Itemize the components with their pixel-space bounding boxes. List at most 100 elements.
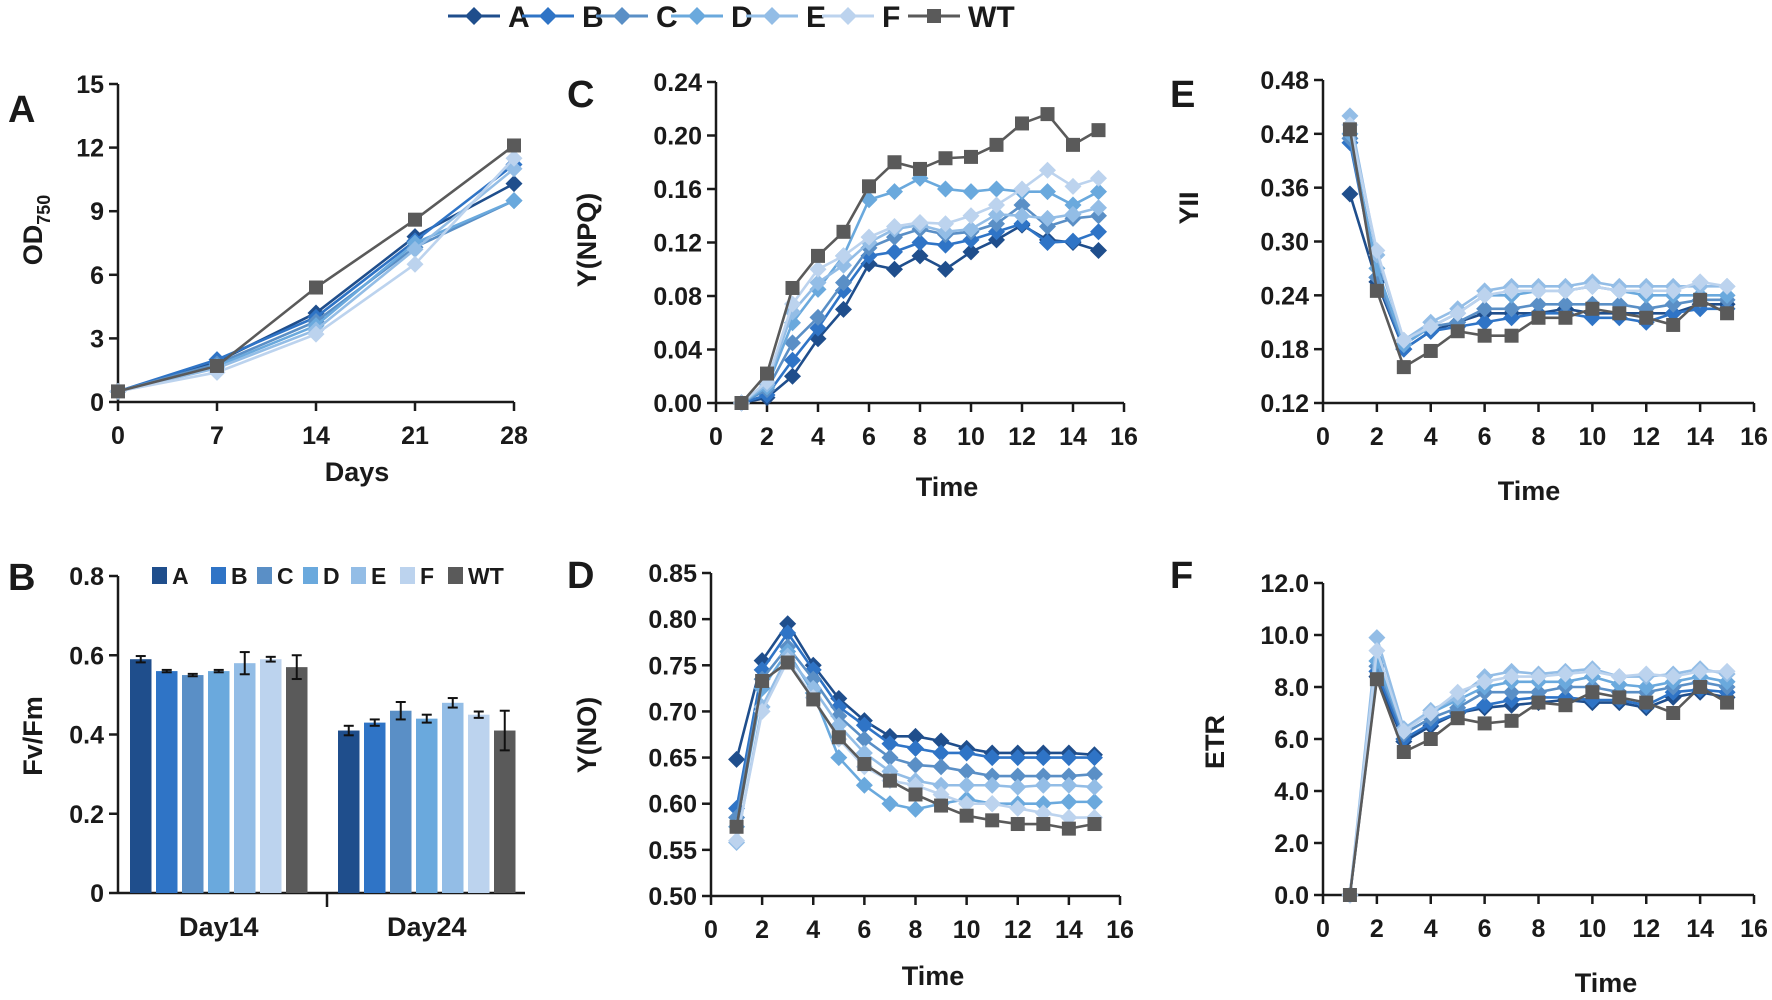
data-point-f: [1718, 662, 1736, 680]
x-tick-label: 21: [401, 422, 429, 450]
x-tick-label: 16: [1740, 915, 1768, 943]
legend-label-a: A: [508, 1, 530, 34]
data-point-wt: [1693, 292, 1708, 307]
x-tick-label: 12: [1008, 423, 1036, 451]
y-tick-label: 0.80: [648, 606, 697, 634]
x-tick-label: 6: [857, 916, 871, 944]
data-point-e: [1060, 776, 1078, 794]
data-point-wt: [959, 808, 974, 823]
panel-c-ynpq-chart: 0.00 0.04 0.08 0.12 0.16 0.20 0.24 0 2 4 6 8 10 12 14 1…: [567, 69, 1138, 502]
data-point-f: [1368, 642, 1386, 660]
y-tick-label: 0.30: [1260, 229, 1309, 257]
legend-label-c: C: [656, 1, 678, 34]
category-label: Day24: [387, 912, 467, 942]
data-point-b: [1503, 309, 1521, 327]
data-point-d: [1034, 795, 1052, 813]
legend-marker-e: [763, 7, 781, 25]
data-point-a: [784, 367, 801, 385]
data-point-c: [907, 756, 924, 774]
panel-d-yno-chart: 0.50 0.55 0.60 0.65 0.70 0.75 0.80 0.85 0 2 4 6 8 10 1…: [567, 555, 1134, 991]
y-tick-label: 12: [76, 135, 104, 163]
data-point-d: [1039, 183, 1056, 201]
bar-legend-swatch-wt: [448, 567, 463, 584]
data-point-wt: [913, 161, 927, 176]
data-point-e: [983, 776, 1001, 794]
data-point-wt: [1396, 360, 1411, 375]
y-tick-label: 0.4: [69, 722, 104, 750]
x-axis-title: Time: [1498, 476, 1561, 506]
y-tick-label: 0.12: [653, 230, 702, 258]
data-point-a: [937, 260, 954, 278]
data-point-d: [937, 180, 954, 198]
x-tick-label: 16: [1110, 423, 1138, 451]
data-point-wt: [755, 673, 770, 688]
legend-marker-f: [839, 7, 857, 25]
y-tick-label: 0.65: [648, 745, 697, 773]
data-point-wt: [1450, 324, 1465, 339]
data-point-wt: [1036, 817, 1051, 832]
data-point-c: [1034, 767, 1052, 785]
data-point-wt: [1369, 283, 1384, 298]
legend-marker-wt: [927, 9, 941, 23]
data-point-wt: [938, 151, 953, 166]
bar-c-day14: [182, 675, 204, 893]
data-point-b: [1085, 749, 1103, 767]
data-point-f: [1718, 277, 1736, 295]
data-point-e: [962, 220, 980, 238]
series-line-f: [117, 157, 515, 393]
data-point-wt: [811, 248, 825, 263]
data-point-c: [1476, 300, 1494, 318]
data-point-f: [1476, 286, 1494, 304]
x-tick-label: 14: [1686, 423, 1714, 451]
data-point-c: [983, 767, 1001, 785]
panel-letter: A: [8, 89, 35, 131]
top-legend: A B C D E F WT: [448, 1, 1015, 34]
y-tick-label: 0.48: [1260, 67, 1309, 95]
data-point-b: [1090, 223, 1107, 241]
data-point-b: [881, 735, 899, 753]
x-tick-label: 6: [862, 423, 876, 451]
data-point-f: [962, 207, 980, 225]
y-tick-label: 9: [90, 198, 104, 226]
data-point-wt: [1061, 821, 1076, 836]
data-point-f: [1637, 282, 1655, 300]
y-axis-title: Fv/Fm: [18, 696, 48, 776]
data-point-f: [809, 260, 827, 278]
y-tick-label: 0.75: [648, 652, 697, 680]
y-tick-label: 0.24: [1260, 282, 1309, 310]
data-point-wt: [1477, 328, 1492, 343]
data-point-wt: [806, 692, 821, 707]
data-point-c: [932, 758, 950, 776]
data-point-b: [779, 624, 797, 642]
bar-b-day14: [156, 671, 178, 893]
data-point-d: [1085, 793, 1103, 811]
panel-letter: B: [8, 557, 35, 599]
y-tick-label: 15: [76, 71, 104, 99]
y-tick-label: 2.0: [1274, 830, 1309, 858]
data-point-wt: [862, 179, 876, 194]
data-point-wt: [1040, 107, 1055, 122]
data-point-d: [1064, 196, 1082, 214]
data-point-d: [988, 180, 1005, 198]
x-tick-label: 4: [1424, 423, 1438, 451]
data-point-wt: [1612, 690, 1627, 705]
data-point-e: [406, 240, 424, 258]
x-tick-label: 10: [1578, 423, 1606, 451]
data-point-c: [881, 749, 899, 767]
data-point-wt: [111, 384, 125, 399]
data-point-f: [886, 217, 903, 235]
x-tick-label: 10: [953, 916, 981, 944]
data-point-f: [835, 247, 852, 265]
y-tick-label: 0.00: [653, 390, 702, 418]
data-point-d: [1090, 183, 1107, 201]
data-point-f: [1503, 668, 1521, 686]
x-tick-label: 8: [1532, 423, 1546, 451]
data-point-b: [1476, 313, 1494, 331]
x-axis-title: Time: [1575, 968, 1638, 998]
bar-legend-swatch-c: [257, 567, 272, 584]
data-point-f: [505, 149, 523, 167]
legend-marker-a: [465, 7, 483, 25]
bar-legend-label-f: F: [420, 563, 434, 589]
data-point-wt: [1531, 695, 1546, 710]
data-point-b: [886, 243, 903, 261]
